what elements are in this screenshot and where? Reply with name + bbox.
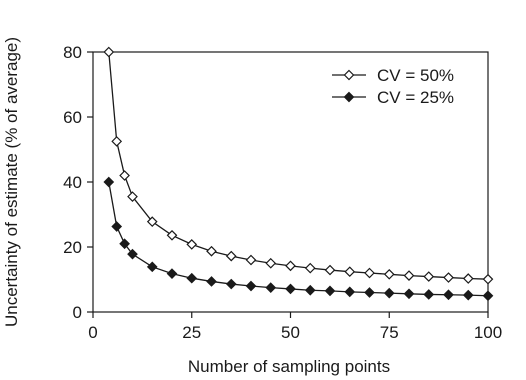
series-2-point [103, 176, 115, 188]
series-1-point [245, 254, 257, 266]
series-1-point [285, 260, 296, 272]
series-2-point [344, 286, 356, 298]
series-2-point [111, 221, 123, 232]
series-1-point [146, 216, 158, 227]
y-tick-label: 60 [63, 108, 82, 127]
series-2-point [186, 272, 198, 284]
series-2-point [403, 288, 415, 300]
series-2-point [127, 248, 138, 260]
series-2 [103, 176, 494, 302]
series-1-point [383, 268, 395, 280]
y-tick-label: 20 [63, 238, 82, 257]
series-2-point [423, 289, 435, 300]
series-2-point [383, 287, 395, 299]
series-2-point [245, 280, 257, 292]
series-2-point [146, 261, 158, 273]
series-1-point [225, 250, 237, 262]
legend-marker-1 [343, 69, 355, 81]
series-1-point [206, 245, 217, 257]
series-2-point [462, 289, 474, 301]
series-2-point [443, 289, 454, 301]
series-1-point [403, 270, 415, 281]
series-1-point [103, 46, 115, 58]
x-tick-label: 100 [474, 323, 502, 342]
x-axis-ticks: 0 25 50 75 100 [88, 312, 502, 342]
legend-label-1: CV = 50% [377, 66, 454, 85]
series-1-point [344, 266, 356, 278]
x-tick-label: 50 [281, 323, 300, 342]
series-1-point [482, 273, 494, 285]
series-2-point [285, 283, 296, 295]
series-1-point [111, 136, 123, 147]
series-1-point [443, 272, 454, 283]
series-2-point [265, 282, 277, 293]
series-1-point [324, 264, 336, 276]
series-2-point [482, 290, 494, 302]
x-tick-label: 75 [380, 323, 399, 342]
series-1-point [304, 262, 316, 274]
series-1-point [119, 170, 130, 181]
series-1-line [108, 51, 489, 280]
series-1-point [265, 257, 277, 269]
series-2-point [304, 284, 316, 296]
x-tick-label: 25 [182, 323, 201, 342]
series-1-point [127, 191, 138, 202]
series-1-point [364, 267, 375, 279]
series-2-point [119, 238, 130, 250]
series-2-point [324, 285, 336, 297]
legend-label-2: CV = 25% [377, 88, 454, 107]
series-1-point [462, 273, 474, 284]
y-axis-title: Uncertainty of estimate (% of average) [2, 37, 21, 327]
legend-marker-2 [343, 91, 355, 103]
series-1-point [186, 239, 198, 250]
series-2-point [166, 268, 178, 279]
series-1 [103, 46, 494, 285]
series-2-point [364, 287, 375, 298]
y-axis-ticks: 0 20 40 60 80 [63, 43, 93, 322]
series-layer [103, 46, 494, 302]
series-2-line [108, 181, 489, 297]
y-tick-label: 40 [63, 173, 82, 192]
y-tick-label: 0 [73, 303, 82, 322]
series-1-point [166, 229, 178, 241]
x-tick-label: 0 [88, 323, 97, 342]
legend: CV = 50% CV = 25% [332, 66, 454, 107]
x-axis-title: Number of sampling points [188, 357, 390, 376]
series-1-point [423, 271, 435, 282]
y-tick-label: 80 [63, 43, 82, 62]
series-2-point [206, 276, 217, 287]
series-2-point [225, 278, 237, 290]
